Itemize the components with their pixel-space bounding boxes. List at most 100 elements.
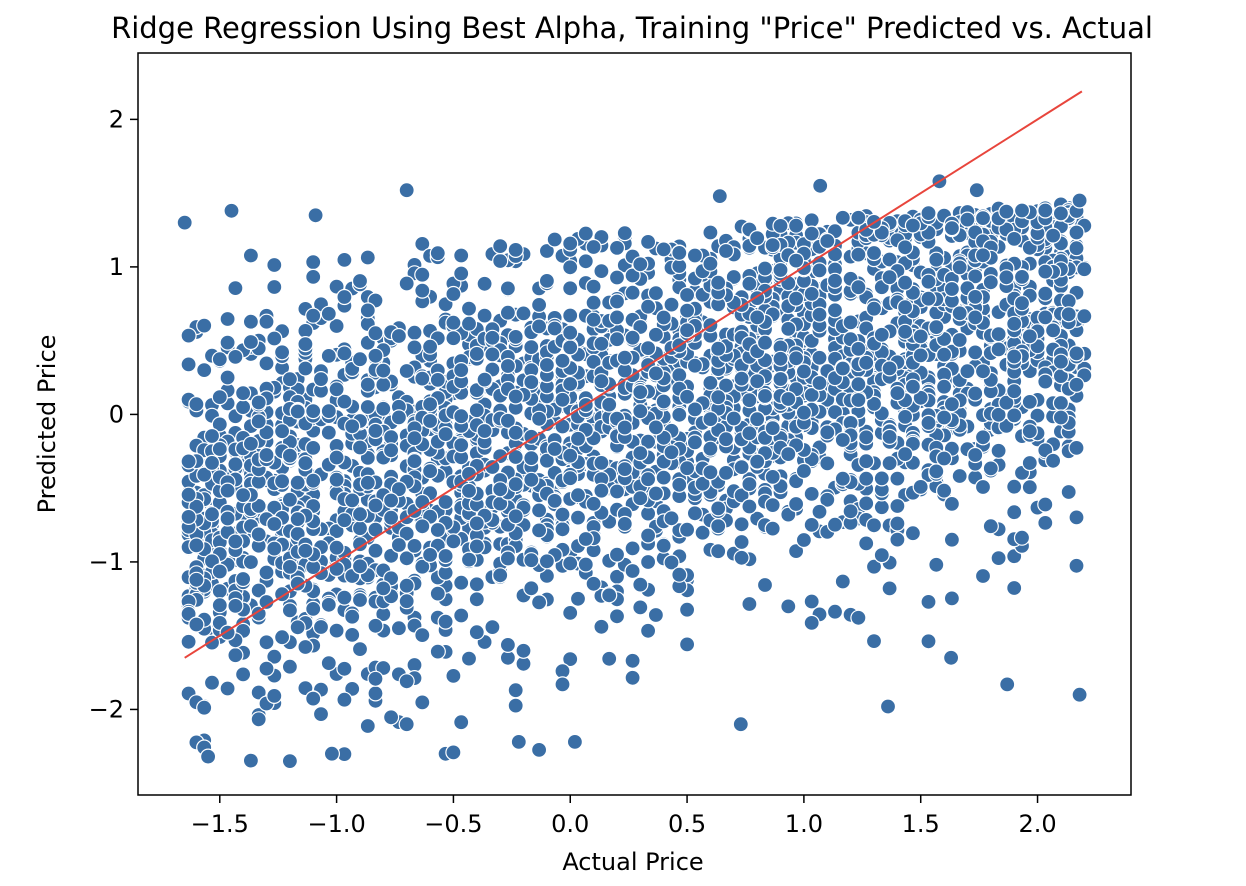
- scatter-point: [896, 323, 914, 340]
- scatter-point: [227, 280, 244, 297]
- scatter-point: [741, 476, 758, 493]
- scatter-point: [803, 614, 820, 632]
- scatter-point: [749, 411, 766, 428]
- scatter-point: [359, 302, 376, 319]
- scatter-point: [281, 602, 298, 619]
- scatter-point: [445, 314, 462, 331]
- scatter-point: [741, 392, 758, 409]
- scatter-point: [608, 239, 626, 256]
- scatter-point: [702, 440, 719, 457]
- scatter-point: [632, 445, 649, 462]
- scatter-point: [1021, 454, 1038, 472]
- scatter-point: [717, 242, 735, 260]
- scatter-point: [328, 522, 345, 540]
- scatter-point: [266, 278, 283, 296]
- scatter-point: [967, 288, 984, 305]
- scatter-point: [974, 567, 992, 585]
- scatter-point: [328, 622, 345, 639]
- scatter-point: [904, 378, 922, 395]
- scatter-point: [390, 327, 407, 345]
- scatter-point: [320, 347, 337, 364]
- scatter-point: [920, 593, 937, 611]
- scatter-point: [585, 495, 602, 512]
- scatter-point: [429, 245, 446, 262]
- scatter-point: [499, 280, 516, 297]
- scatter-point: [639, 298, 657, 315]
- scatter-point: [414, 558, 431, 575]
- scatter-point: [211, 416, 228, 433]
- scatter-point: [639, 553, 657, 571]
- scatter-point: [733, 549, 750, 566]
- scatter-point: [484, 458, 501, 476]
- scatter-point: [826, 272, 844, 289]
- scatter-point: [663, 296, 680, 313]
- scatter-point: [562, 324, 579, 341]
- scatter-point: [951, 331, 968, 349]
- scatter-point: [593, 482, 610, 499]
- scatter-point: [710, 340, 727, 357]
- scatter-point: [453, 714, 470, 731]
- scatter-point: [585, 294, 602, 311]
- scatter-point: [787, 290, 805, 307]
- scatter-point: [351, 272, 369, 290]
- scatter-point: [1044, 452, 1062, 469]
- scatter-point: [460, 650, 478, 667]
- scatter-point: [460, 482, 478, 499]
- scatter-point: [756, 576, 774, 594]
- scatter-point: [1006, 383, 1023, 400]
- scatter-point: [437, 613, 454, 630]
- scatter-point: [180, 633, 197, 650]
- scatter-point: [826, 603, 844, 620]
- scatter-point: [787, 252, 805, 269]
- scatter-point: [437, 426, 454, 443]
- scatter-point: [414, 694, 431, 711]
- scatter-point: [772, 261, 789, 279]
- scatter-point: [889, 497, 906, 515]
- scatter-point: [982, 518, 999, 535]
- scatter-point: [632, 576, 649, 593]
- scatter-point: [811, 374, 828, 392]
- scatter-point: [601, 650, 618, 667]
- scatter-point: [305, 600, 322, 618]
- scatter-point: [203, 674, 221, 691]
- scatter-point: [1037, 496, 1054, 513]
- scatter-point: [764, 420, 781, 437]
- scatter-point: [858, 453, 875, 470]
- scatter-point: [258, 424, 275, 441]
- scatter-point: [717, 464, 735, 481]
- scatter-point: [530, 522, 548, 539]
- scatter-point: [826, 246, 844, 263]
- scatter-point: [530, 410, 548, 427]
- scatter-point: [834, 431, 851, 449]
- scatter-point: [678, 322, 696, 339]
- scatter-point: [787, 217, 805, 234]
- scatter-point: [223, 202, 240, 219]
- scatter-point: [974, 478, 992, 496]
- scatter-point: [1037, 263, 1054, 280]
- scatter-point: [390, 481, 407, 498]
- scatter-point: [647, 606, 665, 624]
- scatter-point: [999, 676, 1016, 693]
- scatter-point: [968, 182, 985, 199]
- scatter-point: [250, 684, 267, 701]
- scatter-point: [250, 394, 267, 411]
- scatter-point: [990, 326, 1007, 343]
- x-tick-label: 0.0: [551, 810, 589, 838]
- scatter-point: [398, 550, 415, 567]
- scatter-point: [920, 290, 937, 307]
- chart-title: Ridge Regression Using Best Alpha, Train…: [111, 11, 1153, 45]
- scatter-point: [180, 327, 197, 344]
- scatter-point: [219, 510, 236, 527]
- scatter-point: [858, 495, 875, 512]
- scatter-point: [686, 505, 704, 522]
- scatter-point: [266, 256, 283, 274]
- scatter-point: [873, 546, 890, 564]
- scatter-point: [289, 403, 306, 420]
- scatter-point: [196, 317, 213, 334]
- scatter-point: [935, 378, 953, 395]
- scatter-point: [577, 225, 594, 242]
- scatter-point: [935, 450, 953, 467]
- scatter-point: [967, 268, 984, 285]
- scatter-point: [959, 211, 976, 228]
- y-tick-label: −2: [89, 695, 124, 723]
